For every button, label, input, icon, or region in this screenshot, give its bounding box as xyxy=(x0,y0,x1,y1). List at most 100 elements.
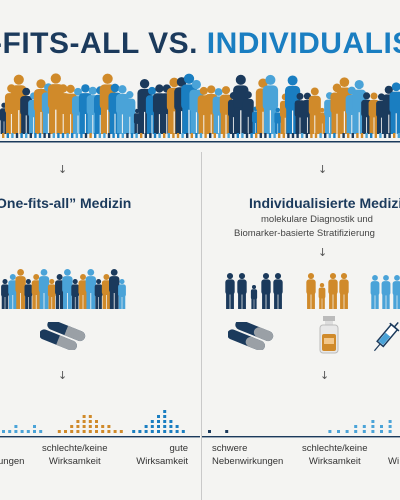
population-scale-bar xyxy=(0,133,400,143)
distribution-axis xyxy=(0,436,200,438)
capsule-icon xyxy=(40,322,86,350)
scale-tick xyxy=(71,133,74,138)
distribution-dot xyxy=(82,430,86,433)
scale-tick xyxy=(245,133,249,138)
scale-tick xyxy=(167,133,170,138)
scale-tick xyxy=(94,133,97,138)
distribution-dot xyxy=(26,430,30,433)
right-label-side-effects: schwere Nebenwirkungen xyxy=(212,442,283,468)
left-label-poor-efficacy-line2: Wirksamkeit xyxy=(48,456,101,467)
scale-tick xyxy=(236,133,239,138)
scale-tick xyxy=(227,133,230,138)
people-group-blue-icon xyxy=(370,275,400,309)
distribution-dot xyxy=(163,425,167,428)
person-icon xyxy=(318,283,326,309)
scale-tick xyxy=(135,133,138,138)
person-icon xyxy=(62,269,73,309)
distribution-dot xyxy=(388,425,392,428)
distribution-dot xyxy=(388,430,392,433)
scale-tick xyxy=(397,133,400,138)
distribution-dot xyxy=(362,425,366,428)
left-label-good-efficacy-line2: Wirksamkeit xyxy=(136,456,188,467)
distribution-dot xyxy=(88,430,92,433)
scale-tick xyxy=(370,133,373,138)
scale-tick xyxy=(255,133,258,138)
distribution-dot xyxy=(107,430,111,433)
scale-tick xyxy=(287,133,290,138)
distribution-dot xyxy=(144,425,148,428)
person-icon xyxy=(242,91,254,134)
scale-tick xyxy=(379,133,382,138)
distribution-dot xyxy=(88,415,92,418)
person-icon xyxy=(109,269,120,309)
person-icon xyxy=(308,87,321,134)
distribution-dot xyxy=(169,420,173,423)
scale-tick xyxy=(126,133,129,138)
distribution-dot xyxy=(371,420,375,423)
distribution-dot xyxy=(70,430,74,433)
distribution-dot xyxy=(138,430,142,433)
distribution-dot xyxy=(181,430,185,433)
title-part-one-fits-all: -FITS-ALL xyxy=(0,27,140,60)
left-label-poor-efficacy-line1: schlechte/keine xyxy=(42,443,108,454)
person-icon xyxy=(71,279,80,309)
distribution-dot xyxy=(163,430,167,433)
scale-tick xyxy=(84,133,88,138)
scale-tick xyxy=(301,133,304,138)
people-crowd-icon xyxy=(0,73,400,134)
person-icon xyxy=(381,275,391,309)
distribution-dot xyxy=(163,415,167,418)
title-part-individualised: INDIVIDUALISI xyxy=(206,27,400,60)
scale-tick xyxy=(195,133,198,138)
scale-tick xyxy=(291,133,295,138)
distribution-dot xyxy=(371,430,375,433)
scale-tick xyxy=(103,133,106,138)
arrow-down-icon: ↓ xyxy=(320,369,330,382)
syringe-icon xyxy=(373,321,400,352)
person-icon xyxy=(370,275,380,309)
scale-tick xyxy=(273,133,276,138)
left-label-side-effects: ungen xyxy=(0,456,25,467)
distribution-dot xyxy=(70,425,74,428)
scale-tick xyxy=(181,133,184,138)
distribution-dot xyxy=(169,425,173,428)
scale-tick xyxy=(130,133,134,138)
scale-tick xyxy=(360,133,364,138)
distribution-dot xyxy=(157,430,160,433)
scale-tick xyxy=(176,133,180,138)
person-icon xyxy=(24,279,33,309)
person-icon xyxy=(15,269,26,309)
people-group-icon xyxy=(1,269,126,309)
scale-tick xyxy=(98,133,101,138)
scale-tick xyxy=(383,133,387,138)
distribution-dot xyxy=(157,415,160,418)
distribution-dot xyxy=(157,420,160,423)
distribution-dot xyxy=(371,425,375,428)
scale-tick xyxy=(144,133,147,138)
scale-tick xyxy=(314,133,318,138)
scale-tick xyxy=(121,133,124,138)
distribution-dot xyxy=(2,430,5,433)
right-label-poor-efficacy-line1: schlechte/keine xyxy=(302,443,368,454)
distribution-dot xyxy=(380,430,383,433)
person-icon xyxy=(339,273,349,309)
scale-tick xyxy=(328,133,331,138)
distribution-dot xyxy=(57,430,61,433)
title-vs: VS. xyxy=(148,27,198,60)
distribution-dot xyxy=(14,430,18,433)
vial-icon xyxy=(319,316,339,354)
person-icon xyxy=(94,279,103,309)
person-icon xyxy=(1,279,9,309)
scale-tick xyxy=(75,133,78,138)
right-panel-subheading-line2: Biomarker-basierte Stratifizierung xyxy=(234,228,375,239)
scale-tick xyxy=(337,133,341,138)
scale-tick xyxy=(204,133,207,138)
distribution-dot xyxy=(208,430,211,433)
scale-tick xyxy=(282,133,285,138)
person-icon xyxy=(262,74,279,134)
right-label-good-efficacy: Wi xyxy=(388,456,400,467)
scale-tick xyxy=(29,133,32,138)
scale-tick xyxy=(172,133,175,138)
scale-tick xyxy=(232,133,235,138)
